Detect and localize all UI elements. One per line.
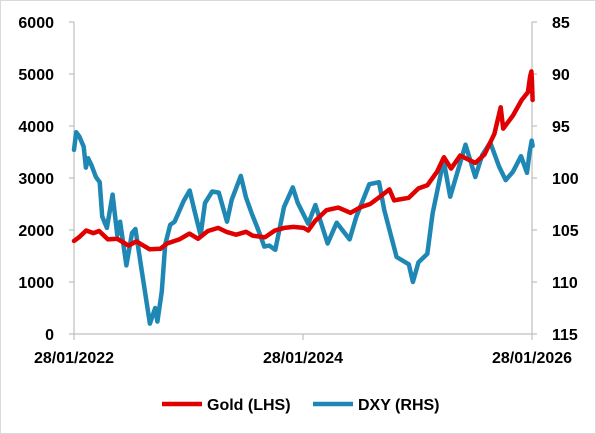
right-y-tick-label: 115 [552,327,578,344]
left-y-tick-label: 2000 [18,223,54,240]
left-y-tick-label: 5000 [18,67,54,84]
right-y-tick-label: 100 [552,171,579,188]
left-y-tick-label: 4000 [18,119,54,136]
x-tick-label: 28/01/2026 [492,350,572,367]
dxy-series-line [71,129,535,326]
right-y-tick-label: 90 [552,67,570,84]
chart-legend: Gold (LHS) DXY (RHS) [162,397,440,414]
right-y-tick-label: 95 [552,119,570,136]
dxy-legend-label: DXY (RHS) [358,397,440,414]
chart-series [71,69,535,326]
left-y-tick-label: 3000 [18,171,54,188]
left-y-tick-label: 6000 [18,15,54,32]
right-y-tick-labels: 85 90 95 100 105 110 115 [532,15,579,344]
x-tick-labels: 28/01/2022 28/01/2024 28/01/2026 [34,334,572,367]
right-y-tick-label: 105 [552,223,579,240]
left-y-tick-labels: 0 1000 2000 3000 4000 5000 6000 [18,15,74,344]
left-y-tick-label: 1000 [18,275,54,292]
x-tick-label: 28/01/2022 [34,350,114,367]
right-y-tick-label: 110 [552,275,578,292]
left-y-tick-label: 0 [45,327,54,344]
right-y-tick-label: 85 [552,15,570,32]
x-tick-label: 28/01/2024 [263,350,343,367]
gold-legend-label: Gold (LHS) [207,397,291,414]
gold-series-line [71,69,535,252]
